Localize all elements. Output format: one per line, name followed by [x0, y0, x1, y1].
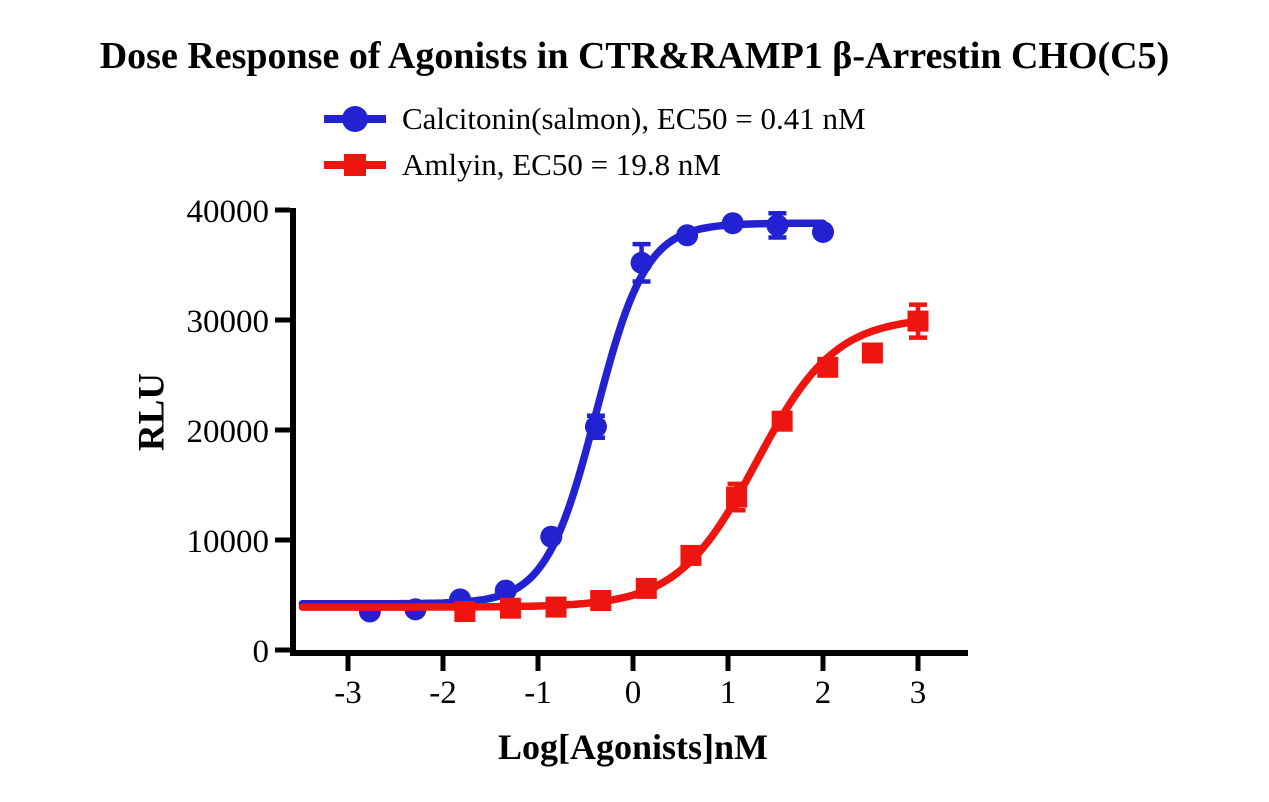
- data-point-circle: [676, 224, 699, 247]
- axes: [290, 208, 968, 656]
- chart-title: Dose Response of Agonists in CTR&RAMP1 β…: [99, 35, 1170, 77]
- y-tick-label: 20000: [187, 414, 270, 450]
- legend-marker-circle-icon: [324, 106, 386, 132]
- x-tick-label: -1: [524, 675, 552, 711]
- y-tick-label: 10000: [187, 524, 270, 560]
- data-point-square: [726, 486, 748, 508]
- data-point-circle: [540, 525, 563, 548]
- data-point-square: [499, 597, 521, 619]
- data-point-square: [771, 410, 793, 432]
- x-tick-label: 3: [910, 675, 927, 711]
- data-point-square: [817, 356, 839, 378]
- legend-label: Amlyin, EC50 = 19.8 nM: [402, 147, 721, 182]
- x-tick-label: -2: [429, 675, 457, 711]
- legend-item: Amlyin, EC50 = 19.8 nM: [322, 147, 866, 182]
- data-point-square: [680, 544, 702, 566]
- data-point-square: [907, 310, 929, 332]
- legend-marker-square-icon: [324, 154, 386, 176]
- data-point-square: [545, 596, 567, 618]
- x-axis-label: Log[Agonists]nM: [497, 727, 769, 767]
- data-point-square: [861, 342, 883, 364]
- data-point-circle: [812, 221, 834, 243]
- data-point-circle: [630, 251, 653, 274]
- data-point-square: [454, 601, 476, 622]
- x-tick-label: -3: [334, 675, 362, 711]
- x-tick-label: 0: [625, 675, 642, 711]
- x-tick-label: 1: [720, 675, 737, 711]
- legend-label: Calcitonin(salmon), EC50 = 0.41 nM: [402, 101, 866, 136]
- fit-curve: [298, 219, 827, 608]
- data-point-square: [635, 577, 657, 599]
- data-point-square: [590, 590, 612, 611]
- data-point-circle: [494, 579, 517, 602]
- y-tick-label: 40000: [187, 194, 270, 230]
- legend: Calcitonin(salmon), EC50 = 0.41 nM Amlyin…: [322, 101, 866, 182]
- data-point-circle: [721, 212, 744, 235]
- y-tick-label: 0: [253, 634, 270, 670]
- data-point-circle: [766, 214, 789, 237]
- legend-item: Calcitonin(salmon), EC50 = 0.41 nM: [322, 101, 866, 136]
- x-tick-label: 2: [815, 675, 832, 711]
- y-tick-label: 30000: [187, 304, 270, 340]
- data-point-circle: [584, 415, 607, 438]
